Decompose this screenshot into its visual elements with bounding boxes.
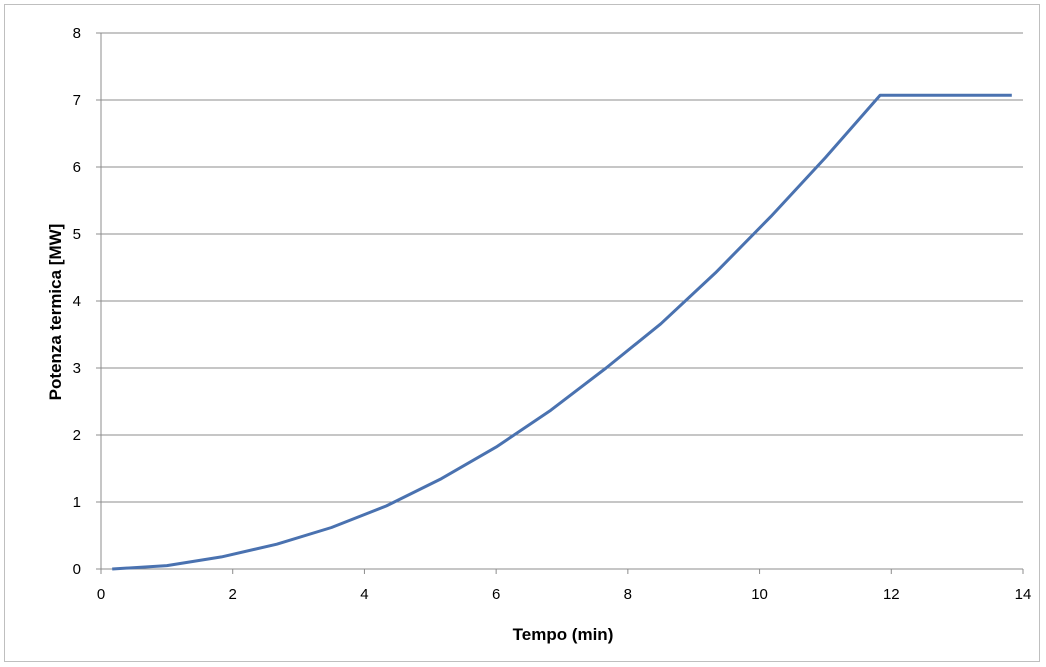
x-tick-label: 8 <box>624 586 632 603</box>
y-tick-labels: 0 1 2 3 4 5 6 7 8 <box>73 25 81 578</box>
y-tick-label: 2 <box>73 427 81 444</box>
x-tick-label: 6 <box>492 586 500 603</box>
y-axis-title: Potenza termica [MW] <box>46 224 65 401</box>
y-tick-label: 3 <box>73 360 81 377</box>
x-tick-label: 2 <box>229 586 237 603</box>
y-tick-label: 0 <box>73 561 81 578</box>
y-tick-label: 8 <box>73 25 81 42</box>
axes <box>96 32 1024 574</box>
y-tick-label: 4 <box>73 293 81 310</box>
chart-frame <box>4 4 1040 662</box>
x-tick-label: 0 <box>97 586 105 603</box>
x-tick-label: 10 <box>751 586 768 603</box>
x-tick-label: 4 <box>360 586 368 603</box>
x-tick-label: 14 <box>1015 586 1032 603</box>
x-axis-title: Tempo (min) <box>513 625 614 644</box>
x-tick-label: 12 <box>883 586 900 603</box>
y-tick-label: 7 <box>73 92 81 109</box>
series-group <box>112 93 1012 571</box>
y-tick-label: 5 <box>73 226 81 243</box>
y-tick-label: 6 <box>73 159 81 176</box>
gridlines <box>101 32 1023 503</box>
y-tick-label: 1 <box>73 494 81 511</box>
x-tick-labels: 0 2 4 6 8 10 12 14 <box>97 586 1032 603</box>
series-line-0 <box>112 93 1012 571</box>
